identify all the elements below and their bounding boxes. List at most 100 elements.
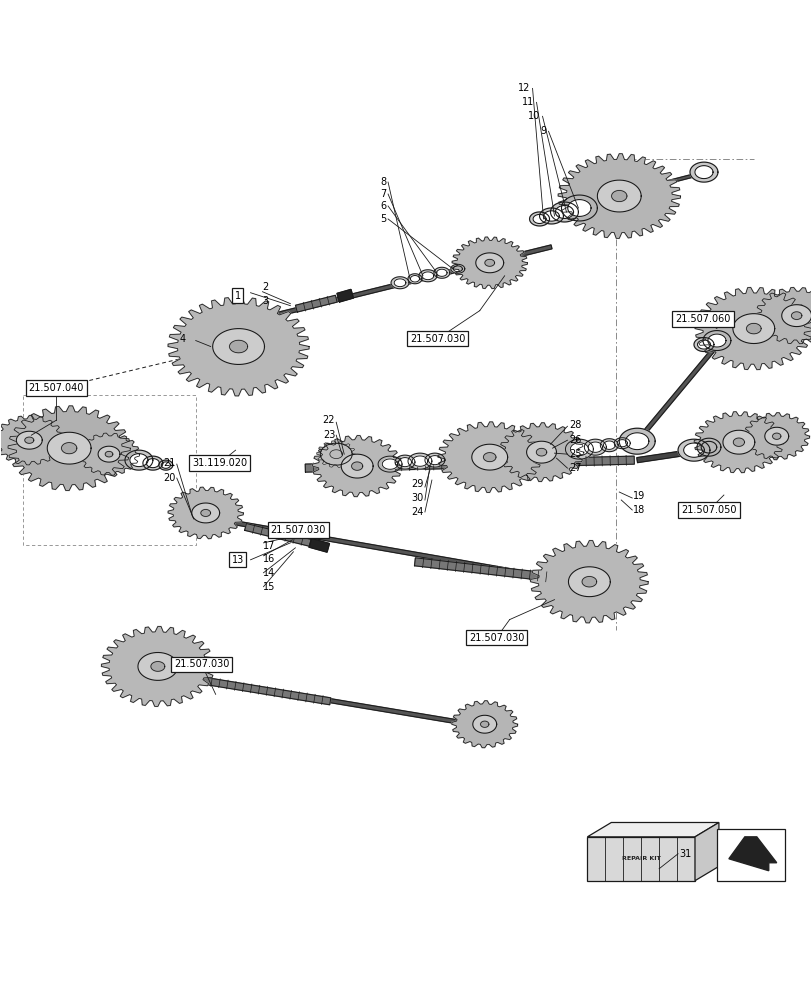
- Polygon shape: [395, 455, 414, 469]
- Polygon shape: [341, 454, 372, 478]
- Text: 12: 12: [517, 83, 530, 93]
- Polygon shape: [195, 676, 330, 705]
- Polygon shape: [697, 340, 710, 349]
- Polygon shape: [586, 822, 718, 837]
- Polygon shape: [407, 453, 431, 469]
- Polygon shape: [616, 440, 627, 447]
- Polygon shape: [764, 427, 787, 445]
- Polygon shape: [771, 433, 780, 439]
- Polygon shape: [320, 443, 352, 465]
- Text: 11: 11: [521, 97, 534, 107]
- Polygon shape: [109, 633, 205, 700]
- Text: 4: 4: [179, 334, 186, 344]
- Polygon shape: [555, 206, 573, 218]
- Polygon shape: [161, 462, 170, 468]
- Text: 30: 30: [411, 493, 423, 503]
- Polygon shape: [550, 202, 577, 222]
- Polygon shape: [707, 334, 725, 347]
- Text: 18: 18: [633, 505, 645, 515]
- Polygon shape: [480, 721, 488, 727]
- Polygon shape: [539, 547, 638, 617]
- Polygon shape: [567, 200, 590, 216]
- Polygon shape: [728, 837, 776, 871]
- Polygon shape: [329, 450, 342, 459]
- Polygon shape: [543, 211, 559, 221]
- Polygon shape: [309, 539, 329, 552]
- Polygon shape: [560, 195, 597, 221]
- Polygon shape: [743, 413, 809, 460]
- Polygon shape: [505, 427, 577, 477]
- Polygon shape: [437, 422, 541, 492]
- Polygon shape: [587, 442, 602, 452]
- Polygon shape: [218, 518, 619, 592]
- Text: 21.507.050: 21.507.050: [680, 505, 736, 515]
- Polygon shape: [174, 491, 238, 535]
- Polygon shape: [410, 276, 419, 282]
- Text: 21.507.030: 21.507.030: [469, 633, 524, 643]
- Polygon shape: [422, 272, 433, 280]
- Polygon shape: [694, 287, 811, 370]
- Text: 31: 31: [678, 849, 690, 859]
- Polygon shape: [428, 456, 441, 465]
- Polygon shape: [101, 626, 214, 706]
- Polygon shape: [754, 287, 811, 344]
- Text: 21: 21: [163, 458, 175, 468]
- Text: 21.507.030: 21.507.030: [174, 659, 229, 669]
- Polygon shape: [47, 432, 91, 464]
- Polygon shape: [732, 314, 774, 344]
- Polygon shape: [568, 567, 610, 597]
- Polygon shape: [412, 456, 427, 466]
- Polygon shape: [484, 259, 494, 266]
- Text: 26: 26: [569, 435, 581, 445]
- Polygon shape: [624, 433, 648, 450]
- Polygon shape: [168, 487, 243, 539]
- Polygon shape: [0, 416, 65, 465]
- Polygon shape: [693, 412, 783, 473]
- Polygon shape: [98, 446, 120, 462]
- Text: 21.507.060: 21.507.060: [675, 314, 730, 324]
- Text: 24: 24: [411, 507, 423, 517]
- Polygon shape: [597, 180, 641, 212]
- Polygon shape: [614, 438, 629, 449]
- Polygon shape: [436, 269, 447, 276]
- Polygon shape: [316, 441, 355, 467]
- Polygon shape: [143, 456, 163, 470]
- Text: 13: 13: [231, 555, 243, 565]
- Polygon shape: [382, 459, 397, 469]
- Text: 2: 2: [262, 282, 268, 292]
- Polygon shape: [268, 245, 551, 319]
- Polygon shape: [305, 456, 633, 472]
- Text: 17: 17: [262, 541, 275, 551]
- Polygon shape: [457, 704, 512, 744]
- Polygon shape: [62, 443, 77, 454]
- Text: 3: 3: [262, 296, 268, 306]
- Polygon shape: [663, 173, 698, 185]
- Polygon shape: [475, 253, 503, 273]
- Polygon shape: [700, 416, 776, 468]
- Polygon shape: [703, 294, 803, 363]
- Text: 31.119.020: 31.119.020: [192, 458, 247, 468]
- Polygon shape: [200, 509, 210, 516]
- Polygon shape: [125, 450, 152, 470]
- Text: 23: 23: [323, 430, 335, 440]
- Polygon shape: [453, 266, 461, 272]
- Polygon shape: [636, 451, 684, 463]
- Polygon shape: [471, 444, 507, 470]
- Polygon shape: [79, 433, 139, 475]
- Polygon shape: [172, 672, 489, 729]
- Polygon shape: [378, 456, 401, 472]
- Polygon shape: [603, 441, 615, 449]
- Polygon shape: [212, 329, 264, 364]
- Polygon shape: [689, 162, 717, 182]
- Polygon shape: [567, 160, 670, 232]
- Polygon shape: [0, 419, 59, 461]
- Polygon shape: [146, 459, 159, 468]
- Polygon shape: [526, 441, 556, 463]
- Polygon shape: [138, 652, 178, 680]
- Polygon shape: [702, 331, 730, 351]
- Polygon shape: [185, 348, 213, 360]
- Polygon shape: [722, 430, 754, 454]
- Polygon shape: [611, 190, 626, 202]
- Polygon shape: [457, 241, 521, 285]
- Text: 29: 29: [411, 479, 423, 489]
